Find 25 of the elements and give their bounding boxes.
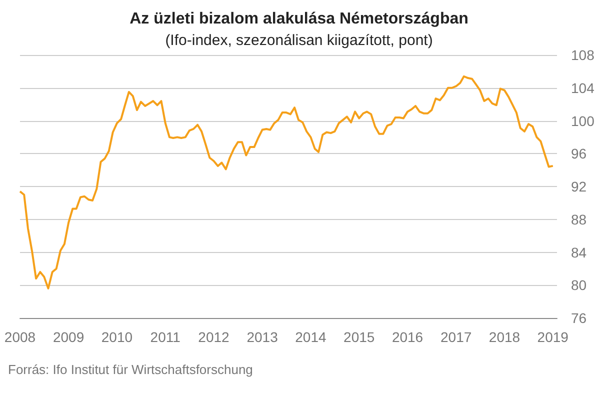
y-tick-label: 88: [571, 211, 587, 228]
x-tick-label: 2013: [246, 329, 278, 345]
line-series: [19, 75, 554, 290]
y-tick-label: 84: [571, 244, 587, 260]
y-tick-label: 80: [571, 277, 587, 294]
text: Forrás: Ifo Institut für Wirtschaftsforschung: [8, 362, 253, 377]
y-tick-label: 96: [571, 146, 587, 162]
x-tick-label: 2010: [101, 329, 133, 345]
x-tick-label: 2019: [537, 329, 569, 345]
x-tick-label: 2009: [52, 329, 84, 345]
y-tick-label: 76: [571, 310, 587, 326]
x-tick-label: 2008: [4, 329, 36, 345]
chart-title: Az üzleti bizalom alakulása Németországban: [130, 10, 468, 28]
x-tick-label: 2014: [295, 329, 326, 345]
x-tick-label: 2018: [488, 329, 520, 345]
y-tick-label: 108: [571, 47, 595, 63]
x-tick-label: 2015: [344, 329, 375, 345]
x-tick-label: 2012: [198, 329, 230, 345]
x-tick-label: 2016: [392, 329, 424, 345]
chart-subtitle: (Ifo-index, szezonálisan kiigazított, pont): [165, 32, 433, 49]
x-tick-label: 2017: [440, 329, 472, 345]
y-tick-label: 100: [571, 112, 595, 129]
y-tick-label: 92: [571, 178, 587, 194]
x-tick-label: 2011: [150, 329, 181, 345]
y-tick-label: 104: [571, 80, 595, 96]
